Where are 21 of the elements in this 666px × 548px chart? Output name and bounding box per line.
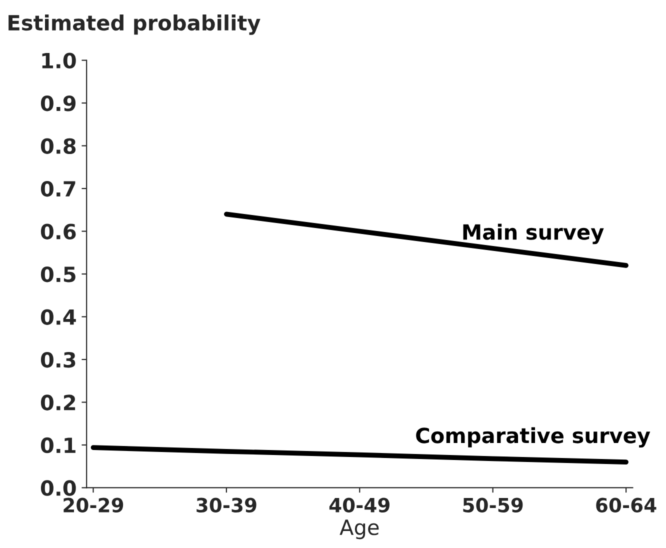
y-tick-label: 0.6: [40, 224, 76, 240]
y-tick-label: 0.4: [40, 309, 76, 325]
y-tick-label: 0.1: [40, 437, 76, 454]
y-tick-label: 0.8: [40, 138, 76, 154]
x-axis-title: Age: [340, 520, 379, 540]
line-series: [224, 212, 628, 268]
y-tick-label: 0.9: [40, 95, 76, 112]
series-label: Comparative survey: [416, 427, 650, 448]
y-tick-label: 0.0: [40, 480, 76, 496]
x-tick-label: 60-64: [596, 498, 656, 512]
x-tick-label: 40-49: [329, 498, 390, 512]
x-tick-label: 30-39: [196, 498, 256, 512]
y-tick-label: 0.5: [40, 266, 76, 282]
y-tick-label: 0.7: [40, 180, 76, 197]
x-tick-label: 20-29: [64, 498, 124, 512]
y-tick-label: 1.0: [42, 52, 76, 68]
series-label: Main survey: [463, 224, 604, 244]
chart-title: Estimated probability: [8, 14, 260, 35]
x-tick-label: 50-59: [463, 498, 523, 512]
y-tick-label: 0.2: [40, 394, 76, 410]
y-tick-label: 0.3: [40, 352, 76, 368]
